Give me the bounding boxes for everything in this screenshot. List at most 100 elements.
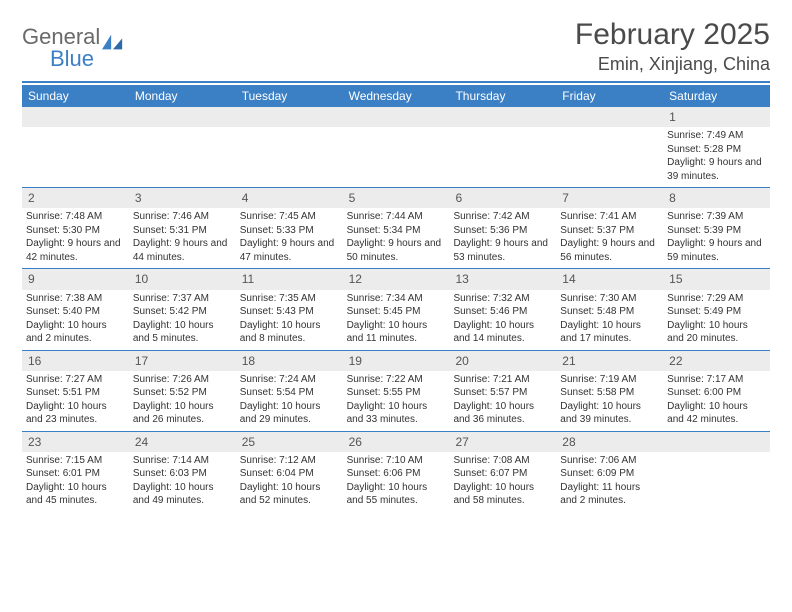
sunset-text: Sunset: 5:57 PM (453, 386, 552, 400)
sail-icon (102, 34, 124, 50)
day-number (129, 107, 236, 127)
sunrise-text: Sunrise: 7:42 AM (453, 210, 552, 224)
sunset-text: Sunset: 6:04 PM (240, 467, 339, 481)
day-cell: 5Sunrise: 7:44 AMSunset: 5:34 PMDaylight… (343, 188, 450, 268)
day-header-monday: Monday (129, 85, 236, 107)
daylight-text: Daylight: 9 hours and 56 minutes. (560, 237, 659, 264)
day-body: Sunrise: 7:26 AMSunset: 5:52 PMDaylight:… (129, 371, 236, 431)
day-number (556, 107, 663, 127)
sunrise-text: Sunrise: 7:38 AM (26, 292, 125, 306)
day-body: Sunrise: 7:27 AMSunset: 5:51 PMDaylight:… (22, 371, 129, 431)
day-body: Sunrise: 7:48 AMSunset: 5:30 PMDaylight:… (22, 208, 129, 268)
daylight-text: Daylight: 9 hours and 39 minutes. (667, 156, 766, 183)
day-cell: 26Sunrise: 7:10 AMSunset: 6:06 PMDayligh… (343, 432, 450, 512)
day-cell: 14Sunrise: 7:30 AMSunset: 5:48 PMDayligh… (556, 269, 663, 349)
day-number: 16 (22, 351, 129, 371)
day-number: 2 (22, 188, 129, 208)
day-header-row: Sunday Monday Tuesday Wednesday Thursday… (22, 85, 770, 107)
daylight-text: Daylight: 10 hours and 45 minutes. (26, 481, 125, 508)
sunset-text: Sunset: 5:31 PM (133, 224, 232, 238)
day-number (343, 107, 450, 127)
day-number: 28 (556, 432, 663, 452)
day-header-saturday: Saturday (663, 85, 770, 107)
day-number: 17 (129, 351, 236, 371)
daylight-text: Daylight: 9 hours and 42 minutes. (26, 237, 125, 264)
day-number: 14 (556, 269, 663, 289)
day-cell: 13 Sunrise: 7:32 AMSunset: 5:46 PMDayligh… (449, 269, 556, 349)
sunrise-text: Sunrise: 7:32 AM (453, 292, 552, 306)
day-number: 8 (663, 188, 770, 208)
day-cell: 2Sunrise: 7:48 AMSunset: 5:30 PMDaylight… (22, 188, 129, 268)
day-body: Sunrise: 7:22 AMSunset: 5:55 PMDaylight:… (343, 371, 450, 431)
day-number: 19 (343, 351, 450, 371)
daylight-text: Daylight: 10 hours and 20 minutes. (667, 319, 766, 346)
day-number: 3 (129, 188, 236, 208)
day-header-friday: Friday (556, 85, 663, 107)
day-body: Sunrise: 7:10 AMSunset: 6:06 PMDaylight:… (343, 452, 450, 512)
sunrise-text: Sunrise: 7:39 AM (667, 210, 766, 224)
day-number: 12 (343, 269, 450, 289)
week-row: 23Sunrise: 7:15 AMSunset: 6:01 PMDayligh… (22, 431, 770, 512)
sunset-text: Sunset: 6:03 PM (133, 467, 232, 481)
day-number: 18 (236, 351, 343, 371)
sunrise-text: Sunrise: 7:44 AM (347, 210, 446, 224)
sunset-text: Sunset: 5:42 PM (133, 305, 232, 319)
week-row: 9Sunrise: 7:38 AMSunset: 5:40 PMDaylight… (22, 268, 770, 349)
day-cell: 9Sunrise: 7:38 AMSunset: 5:40 PMDaylight… (22, 269, 129, 349)
sunrise-text: Sunrise: 7:19 AM (560, 373, 659, 387)
daylight-text: Daylight: 10 hours and 14 minutes. (453, 319, 552, 346)
day-cell: 24Sunrise: 7:14 AMSunset: 6:03 PMDayligh… (129, 432, 236, 512)
daylight-text: Daylight: 11 hours and 2 minutes. (560, 481, 659, 508)
day-cell: 20Sunrise: 7:21 AMSunset: 5:57 PMDayligh… (449, 351, 556, 431)
week-row: 2Sunrise: 7:48 AMSunset: 5:30 PMDaylight… (22, 187, 770, 268)
sunrise-text: Sunrise: 7:41 AM (560, 210, 659, 224)
sunrise-text: Sunrise: 7:12 AM (240, 454, 339, 468)
day-cell: 3Sunrise: 7:46 AMSunset: 5:31 PMDaylight… (129, 188, 236, 268)
day-number: 13 (449, 269, 556, 289)
day-cell: 8Sunrise: 7:39 AMSunset: 5:39 PMDaylight… (663, 188, 770, 268)
daylight-text: Daylight: 10 hours and 42 minutes. (667, 400, 766, 427)
sunrise-text: Sunrise: 7:49 AM (667, 129, 766, 143)
day-body: Sunrise: 7:30 AMSunset: 5:48 PMDaylight:… (556, 290, 663, 350)
day-cell: 27Sunrise: 7:08 AMSunset: 6:07 PMDayligh… (449, 432, 556, 512)
day-number: 5 (343, 188, 450, 208)
day-cell (663, 432, 770, 512)
sunset-text: Sunset: 6:00 PM (667, 386, 766, 400)
day-number: 15 (663, 269, 770, 289)
day-number (663, 432, 770, 452)
sunrise-text: Sunrise: 7:29 AM (667, 292, 766, 306)
day-number: 26 (343, 432, 450, 452)
day-body: Sunrise: 7:46 AMSunset: 5:31 PMDaylight:… (129, 208, 236, 268)
day-body: Sunrise: 7:41 AMSunset: 5:37 PMDaylight:… (556, 208, 663, 268)
day-cell: 1Sunrise: 7:49 AMSunset: 5:28 PMDaylight… (663, 107, 770, 187)
sunrise-text: Sunrise: 7:21 AM (453, 373, 552, 387)
daylight-text: Daylight: 10 hours and 36 minutes. (453, 400, 552, 427)
brand-logo: GeneralBlue (22, 18, 124, 72)
day-cell (22, 107, 129, 187)
day-body: Sunrise: 7:08 AMSunset: 6:07 PMDaylight:… (449, 452, 556, 512)
day-number: 7 (556, 188, 663, 208)
day-body: Sunrise: 7:15 AMSunset: 6:01 PMDaylight:… (22, 452, 129, 512)
day-body: Sunrise: 7:24 AMSunset: 5:54 PMDaylight:… (236, 371, 343, 431)
day-cell (556, 107, 663, 187)
day-body: Sunrise: 7:21 AMSunset: 5:57 PMDaylight:… (449, 371, 556, 431)
day-body: Sunrise: 7:45 AMSunset: 5:33 PMDaylight:… (236, 208, 343, 268)
sunset-text: Sunset: 5:36 PM (453, 224, 552, 238)
day-body: Sunrise: 7:44 AMSunset: 5:34 PMDaylight:… (343, 208, 450, 268)
day-body: Sunrise: 7:29 AMSunset: 5:49 PMDaylight:… (663, 290, 770, 350)
brand-part2: Blue (22, 46, 94, 72)
location-text: Emin, Xinjiang, China (575, 54, 770, 75)
sunset-text: Sunset: 5:30 PM (26, 224, 125, 238)
sunrise-text: Sunrise: 7:30 AM (560, 292, 659, 306)
day-number (449, 107, 556, 127)
sunrise-text: Sunrise: 7:45 AM (240, 210, 339, 224)
day-cell: 15Sunrise: 7:29 AMSunset: 5:49 PMDayligh… (663, 269, 770, 349)
day-number: 22 (663, 351, 770, 371)
sunset-text: Sunset: 5:46 PM (453, 305, 552, 319)
sunrise-text: Sunrise: 7:35 AM (240, 292, 339, 306)
daylight-text: Daylight: 10 hours and 8 minutes. (240, 319, 339, 346)
daylight-text: Daylight: 9 hours and 44 minutes. (133, 237, 232, 264)
sunrise-text: Sunrise: 7:17 AM (667, 373, 766, 387)
day-cell: 16Sunrise: 7:27 AMSunset: 5:51 PMDayligh… (22, 351, 129, 431)
day-number: 20 (449, 351, 556, 371)
